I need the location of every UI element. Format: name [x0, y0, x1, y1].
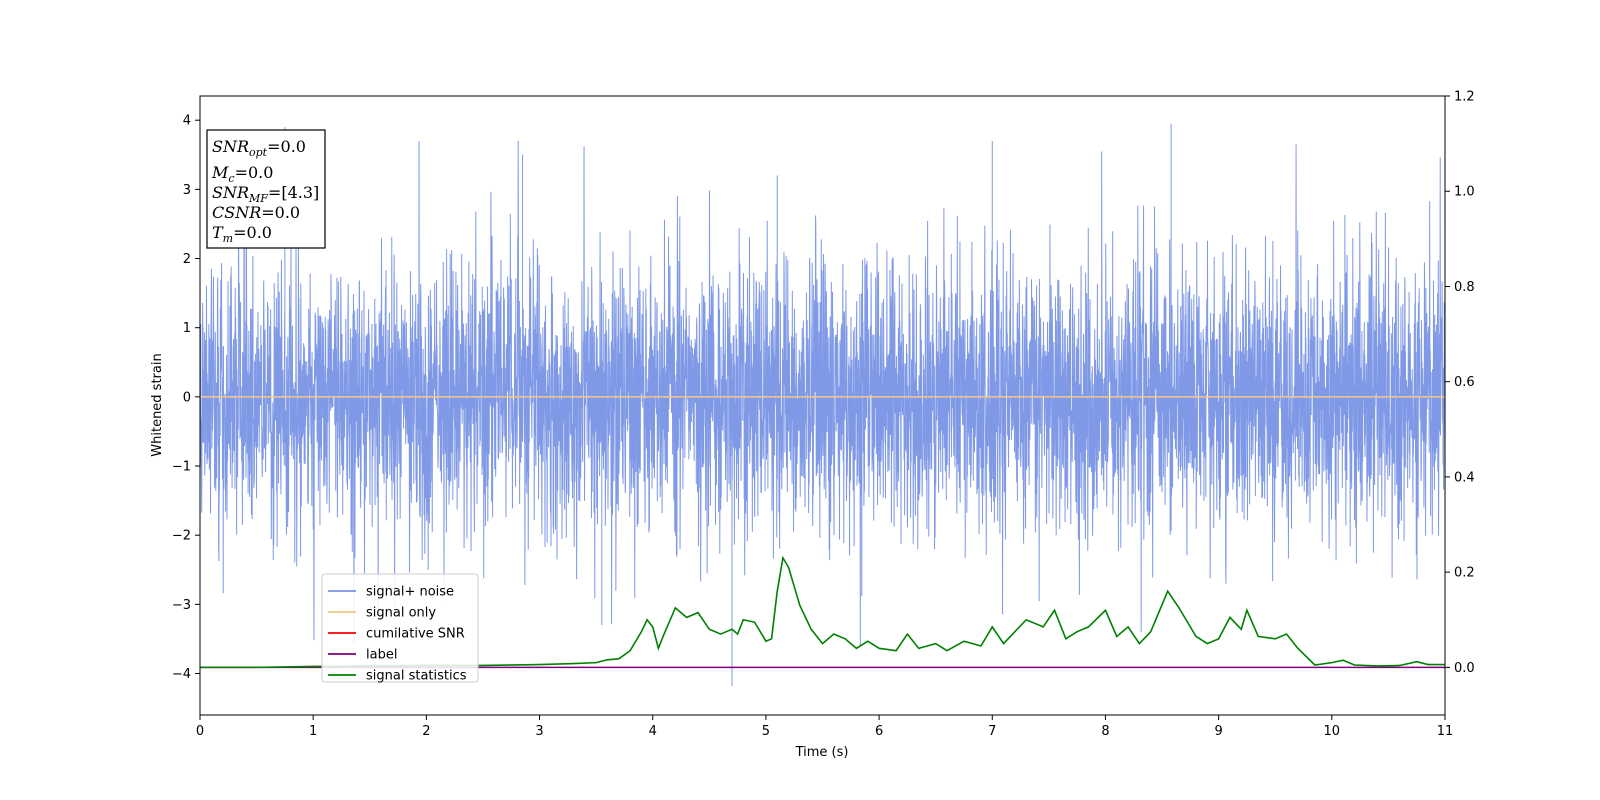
y-axis-right: 1.2 1.0 0.8 0.6 0.4 0.2 0.0 [1445, 90, 1475, 676]
y2-tick-label: 0.0 [1454, 661, 1475, 676]
info-csnr: CSNR=0.0 [212, 203, 300, 222]
legend-label: cumilative SNR [366, 627, 465, 642]
x-tick-label: 4 [649, 724, 657, 739]
y-tick-label: 1 [183, 321, 191, 336]
x-tick-label: 2 [422, 724, 430, 739]
y-tick-label: −1 [172, 460, 191, 475]
legend-label: signal+ noise [366, 585, 454, 600]
y-tick-label: −3 [172, 598, 191, 613]
info-box: SNRopt=0.0 Mc=0.0 SNRMF=[4.3] CSNR=0.0 T… [206, 129, 326, 249]
x-tick-label: 7 [988, 724, 996, 739]
x-tick-label: 8 [1101, 724, 1109, 739]
x-tick-label: 3 [535, 724, 543, 739]
series-signal-statistics [200, 555, 1445, 669]
y-axis-left: 4 3 2 1 0 −1 −2 −3 −4 [172, 114, 200, 682]
x-tick-label: 9 [1214, 724, 1222, 739]
y-tick-label: 3 [183, 183, 191, 198]
y-axis-label: Whitened strain [150, 353, 165, 456]
y-tick-label: 0 [183, 390, 191, 405]
x-tick-label: 11 [1437, 724, 1454, 739]
x-axis: 0 1 2 3 4 5 6 7 8 9 10 11 [196, 715, 1453, 739]
legend-label: signal only [366, 606, 436, 621]
x-tick-label: 6 [875, 724, 883, 739]
y2-tick-label: 1.2 [1454, 90, 1475, 105]
x-tick-label: 0 [196, 724, 204, 739]
y-tick-label: −2 [172, 529, 191, 544]
plot-frame [199, 95, 1446, 716]
series-signal-noise [200, 123, 1445, 686]
y-tick-label: −4 [172, 667, 191, 682]
y2-tick-label: 0.6 [1454, 375, 1475, 390]
x-tick-label: 1 [309, 724, 317, 739]
legend: signal+ noise signal only cumilative SNR la… [321, 573, 479, 684]
legend-label: signal statistics [366, 669, 467, 684]
info-snr-mf: SNRMF=[4.3] [212, 183, 319, 205]
x-axis-label: Time (s) [795, 745, 849, 760]
y-tick-label: 4 [183, 114, 191, 129]
info-mc: Mc=0.0 [211, 163, 273, 185]
info-tm: Tm=0.0 [212, 223, 272, 245]
legend-label: label [366, 648, 397, 663]
y2-tick-label: 0.4 [1454, 470, 1475, 485]
x-tick-label: 10 [1324, 724, 1341, 739]
x-tick-label: 5 [762, 724, 770, 739]
y2-tick-label: 0.2 [1454, 566, 1475, 581]
y-tick-label: 2 [183, 252, 191, 267]
y2-tick-label: 0.8 [1454, 280, 1475, 295]
info-snr-opt: SNRopt=0.0 [212, 137, 306, 159]
y2-tick-label: 1.0 [1454, 185, 1475, 200]
